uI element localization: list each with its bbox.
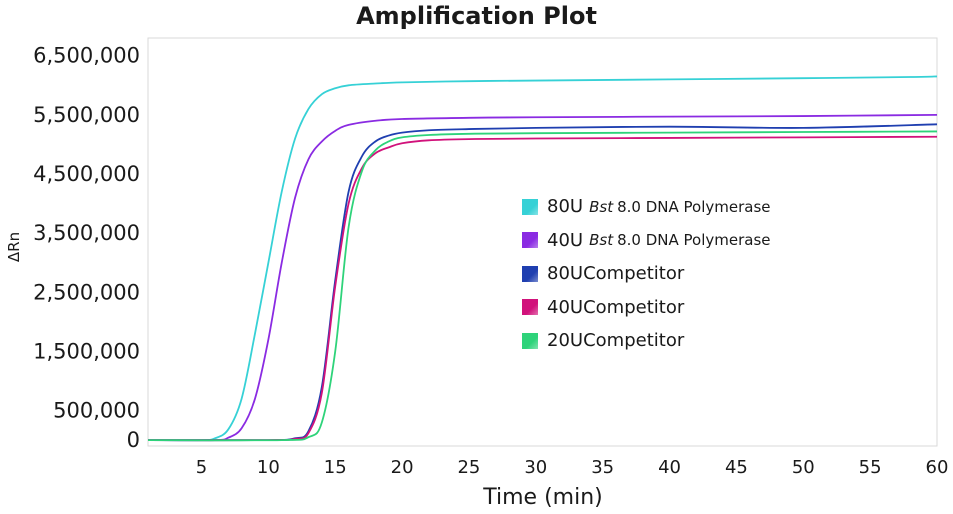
x-tick-label: 20 — [391, 457, 414, 478]
x-tick-label: 40 — [658, 457, 681, 478]
legend-swatch — [522, 232, 538, 249]
legend-item-40u-competitor: 40U Competitor — [522, 291, 822, 325]
legend-italic: Bst — [589, 197, 614, 216]
series-line-20u-competitor — [147, 130, 938, 442]
axes — [147, 37, 938, 447]
series-layer — [147, 75, 938, 442]
legend-text: Competitor — [583, 330, 685, 352]
legend-text: 8.0 DNA Polymerase — [617, 231, 771, 250]
legend-swatch — [522, 265, 538, 282]
legend-text: 8.0 DNA Polymerase — [617, 197, 771, 216]
x-tick-label: 55 — [859, 457, 882, 478]
y-tick-label: 4,500,000 — [33, 162, 140, 186]
y-tick-label: 1,500,000 — [33, 339, 140, 363]
ticks: 0 500,000 1,500,000 2,500,000 3,500,000 4,500… — [33, 44, 948, 478]
legend: 80U Bst 8.0 DNA Polymerase 40U Bst 8.0 D… — [522, 190, 822, 358]
legend-text: Competitor — [583, 296, 685, 318]
legend-item-20u-competitor: 20U Competitor — [522, 324, 822, 358]
y-tick-label: 3,500,000 — [33, 221, 140, 245]
series-line-40u-competitor — [147, 135, 938, 442]
x-axis-label: Time (min) — [482, 485, 603, 510]
y-tick-label: 6,500,000 — [33, 44, 140, 68]
y-axis-label: ΔRn — [5, 232, 23, 262]
legend-swatch — [522, 332, 538, 349]
legend-size: 20U — [547, 330, 584, 352]
y-tick-label: 2,500,000 — [33, 280, 140, 304]
series-line-40u-bst-8-0-dna-polymerase — [147, 113, 938, 442]
legend-item-80u-bst: 80U Bst 8.0 DNA Polymerase — [522, 190, 822, 224]
plot-frame — [147, 37, 938, 447]
legend-text: Competitor — [583, 263, 685, 285]
x-tick-label: 35 — [591, 457, 614, 478]
x-tick-label: 30 — [524, 457, 547, 478]
legend-size: 40U — [547, 229, 584, 251]
legend-italic: Bst — [589, 231, 614, 250]
legend-swatch — [522, 299, 538, 316]
legend-size: 80U — [547, 196, 584, 218]
legend-size: 40U — [547, 296, 584, 318]
series-line-80u-bst-8-0-dna-polymerase — [147, 75, 938, 442]
x-tick-label: 60 — [926, 457, 949, 478]
legend-item-40u-bst: 40U Bst 8.0 DNA Polymerase — [522, 224, 822, 258]
x-tick-label: 45 — [725, 457, 748, 478]
series-line-80u-competitor — [147, 123, 938, 442]
y-tick-label: 0 — [127, 428, 140, 452]
y-tick-label: 5,500,000 — [33, 103, 140, 127]
legend-size: 80U — [547, 263, 584, 285]
x-tick-label: 15 — [324, 457, 347, 478]
legend-swatch — [522, 198, 538, 215]
legend-item-80u-competitor: 80U Competitor — [522, 257, 822, 291]
x-tick-label: 10 — [257, 457, 280, 478]
y-tick-label: 500,000 — [53, 399, 140, 423]
x-tick-label: 25 — [457, 457, 480, 478]
chart-title: Amplification Plot — [356, 2, 597, 30]
x-tick-label: 5 — [196, 457, 207, 478]
x-tick-label: 50 — [792, 457, 815, 478]
